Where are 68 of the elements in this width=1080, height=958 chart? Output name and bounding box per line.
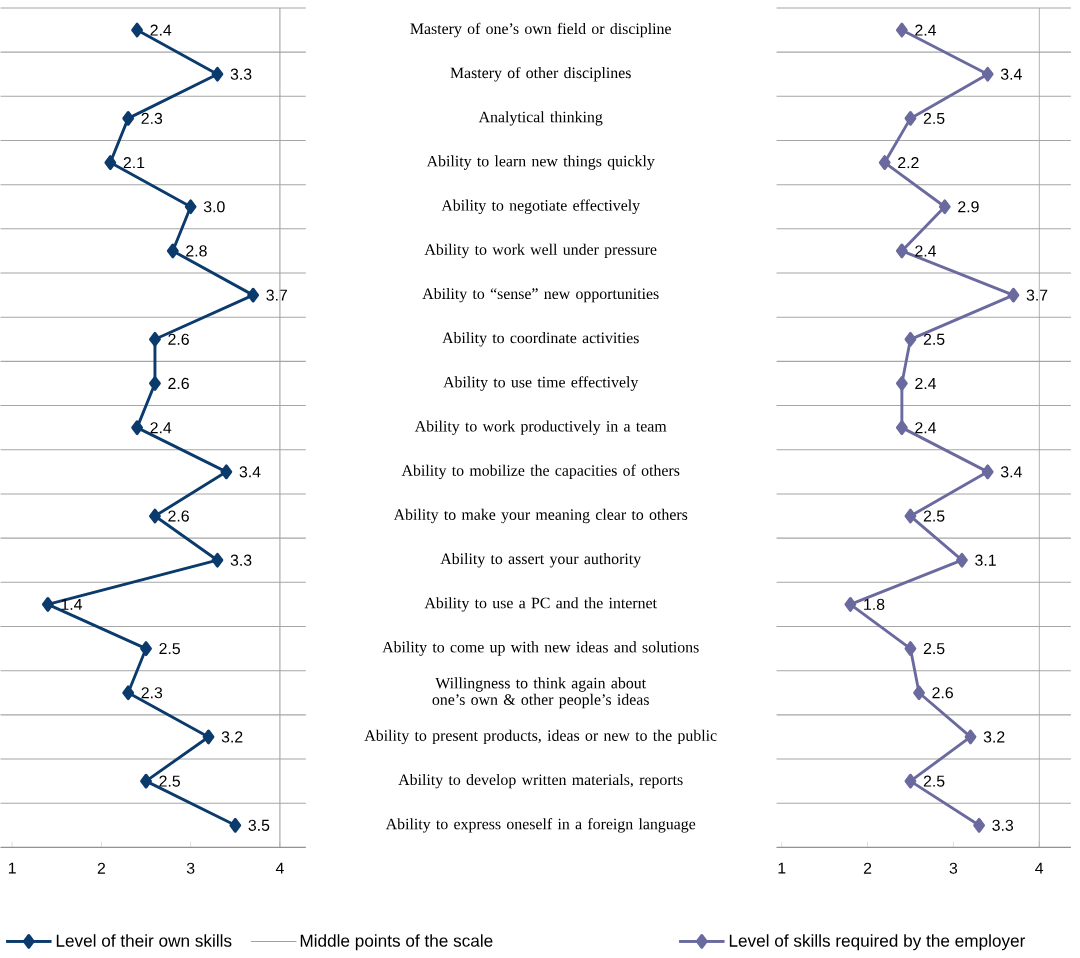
y-tick-label: Ability to work productively in a team xyxy=(414,420,667,435)
data-label: 2.5 xyxy=(159,642,180,654)
data-label: 3.7 xyxy=(1026,289,1048,301)
data-label: 3.5 xyxy=(248,819,270,831)
data-label: 2.9 xyxy=(958,200,979,213)
data-label: 3.3 xyxy=(992,819,1014,831)
y-tick-label: Ability to use a PC and the internet xyxy=(424,596,657,612)
x-tick-label: 3 xyxy=(186,862,195,874)
data-label: 2.1 xyxy=(123,156,145,168)
data-label: 1.8 xyxy=(864,598,885,610)
data-label: 2.5 xyxy=(923,642,945,654)
data-label: 3.7 xyxy=(266,289,287,301)
data-label: 2.4 xyxy=(915,24,937,36)
data-label: 3.2 xyxy=(221,731,243,743)
y-tick-label: Ability to assert your authority xyxy=(440,552,642,568)
y-tick-label: Ability to work well under pressure xyxy=(424,243,657,258)
data-label: 2.3 xyxy=(141,686,163,699)
y-tick-label: Ability to negotiate effectively xyxy=(441,199,641,214)
data-label: 2.5 xyxy=(923,112,945,124)
data-label: 2.6 xyxy=(168,510,189,522)
y-tick-label: Ability to use time effectively xyxy=(443,376,639,391)
y-tick-label: Ability to learn new things quickly xyxy=(426,155,655,170)
x-tick-label: 2 xyxy=(97,862,106,874)
data-label: 3.1 xyxy=(975,554,996,566)
legend-label: Level of skills required by the employer xyxy=(729,934,1026,951)
y-tick-label: Analytical thinking xyxy=(478,110,603,126)
data-label: 3.3 xyxy=(230,68,252,80)
data-label: 2.4 xyxy=(915,245,937,257)
data-label: 2.4 xyxy=(915,421,937,434)
data-label: 1.4 xyxy=(61,598,83,610)
y-tick-label: Willingness to think again about one’s own & other people’s ideas xyxy=(432,677,649,709)
data-label: 2.3 xyxy=(141,112,163,124)
x-tick-label: 4 xyxy=(275,862,284,874)
x-tick-label: 4 xyxy=(1035,862,1044,874)
data-label: 2.5 xyxy=(923,510,945,522)
data-label: 3.0 xyxy=(203,200,225,213)
y-tick-label: Ability to come up with new ideas and solutions xyxy=(382,641,699,656)
data-label: 2.5 xyxy=(159,775,180,787)
data-label: 3.2 xyxy=(983,731,1005,743)
legend-label: Middle points of the scale xyxy=(300,934,493,951)
data-label: 2.4 xyxy=(150,421,172,434)
y-tick-label: Ability to coordinate activities xyxy=(442,331,639,347)
y-tick-label: Mastery of one’s own field or discipline xyxy=(410,22,671,38)
y-tick-label: Ability to express oneself in a foreign language xyxy=(385,817,696,833)
data-label: 2.4 xyxy=(150,24,172,36)
data-label: 3.3 xyxy=(230,554,252,566)
data-label: 2.2 xyxy=(898,156,919,168)
data-label: 2.6 xyxy=(168,377,189,389)
data-label: 2.6 xyxy=(932,686,953,699)
data-label: 2.6 xyxy=(168,333,189,345)
data-label: 2.8 xyxy=(186,245,207,257)
x-tick-label: 2 xyxy=(863,862,872,874)
legend-label: Level of their own skills xyxy=(56,934,232,947)
y-tick-label: Ability to “sense” new opportunities xyxy=(422,287,659,303)
data-label: 2.5 xyxy=(923,333,945,345)
x-tick-label: 3 xyxy=(949,862,958,874)
data-label: 3.4 xyxy=(239,466,261,478)
data-label: 3.4 xyxy=(1000,68,1022,80)
x-tick-label: 1 xyxy=(8,862,16,874)
data-label: 2.5 xyxy=(923,775,945,787)
data-label: 2.4 xyxy=(915,377,937,389)
y-tick-label: Ability to develop written materials, reports xyxy=(398,773,683,789)
y-tick-label: Ability to mobilize the capacities of others xyxy=(401,464,680,479)
y-tick-label: Mastery of other disciplines xyxy=(450,66,631,82)
y-tick-label: Ability to make your meaning clear to others xyxy=(393,508,688,524)
y-tick-label: Ability to present products, ideas or new to the public xyxy=(364,729,717,744)
x-tick-label: 1 xyxy=(778,862,786,874)
data-label: 3.4 xyxy=(1000,466,1022,478)
